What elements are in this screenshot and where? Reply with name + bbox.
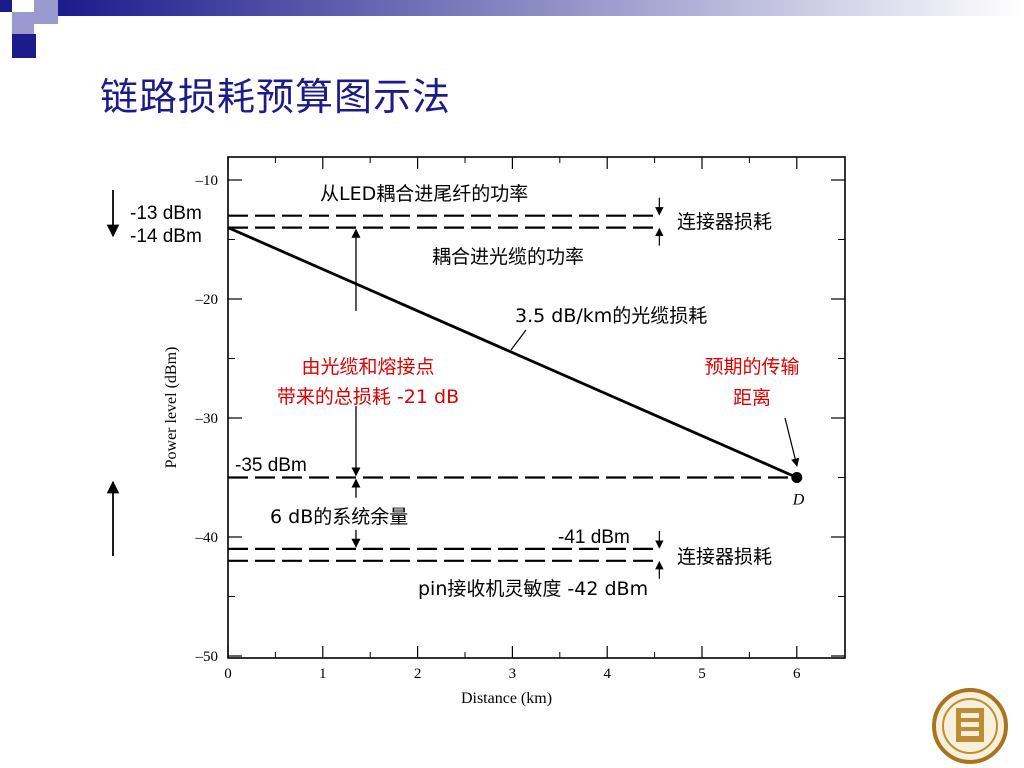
level-minus35-label: -35 dBm xyxy=(235,455,307,476)
y-axis-label: Power level (dBm) xyxy=(163,347,180,469)
level-minus14-label: -14 dBm xyxy=(130,226,202,247)
slide-header-decoration xyxy=(0,0,1024,60)
point-d xyxy=(791,472,803,483)
y-tick-label: –20 xyxy=(195,292,219,308)
receiver-sensitivity-label: pin接收机灵敏度 -42 dBm xyxy=(418,578,648,600)
cable-loss-label: 3.5 dB/km的光缆损耗 xyxy=(515,305,707,327)
connector-loss-bottom-label: 连接器损耗 xyxy=(677,546,772,568)
x-tick-label: 3 xyxy=(509,666,517,682)
x-tick-label: 2 xyxy=(414,666,422,682)
y-tick-label: –40 xyxy=(195,530,219,546)
header-square xyxy=(34,0,58,24)
expected-distance-label-line2: 距离 xyxy=(733,387,771,409)
header-square xyxy=(12,12,34,34)
y-tick-label: –10 xyxy=(195,173,219,189)
header-square xyxy=(12,34,36,58)
level-minus13-label: -13 dBm xyxy=(130,203,202,224)
expected-distance-label-line1: 预期的传输 xyxy=(704,356,799,378)
slide-title: 链路损耗预算图示法 xyxy=(100,75,452,119)
point-d-label: D xyxy=(792,492,805,509)
x-tick-label: 1 xyxy=(319,666,327,682)
cable-loss-leader xyxy=(510,329,527,351)
header-gradient-bar xyxy=(58,0,1024,16)
university-seal-logo xyxy=(932,688,1008,764)
x-tick-label: 6 xyxy=(793,666,801,682)
expected-distance-arrow xyxy=(784,417,800,467)
plot-frame xyxy=(227,156,846,659)
header-squares xyxy=(0,0,1024,58)
cable-power-label: 耦合进光缆的功率 xyxy=(432,246,584,268)
total-loss-label-line2: 带来的总损耗 -21 dB xyxy=(277,386,459,408)
header-square xyxy=(0,0,12,12)
connector-loss-top-label: 连接器损耗 xyxy=(677,211,772,233)
system-margin-label: 6 dB的系统余量 xyxy=(270,506,408,528)
x-tick-label: 5 xyxy=(698,666,706,682)
y-tick-label: –50 xyxy=(195,649,219,665)
led-power-label: 从LED耦合进尾纤的功率 xyxy=(320,183,528,205)
x-axis-label: Distance (km) xyxy=(461,690,552,707)
cable-loss-line xyxy=(227,226,798,479)
x-tick-label: 0 xyxy=(224,666,232,682)
y-tick-label: –30 xyxy=(195,411,219,427)
x-tick-label: 4 xyxy=(603,666,611,682)
level-minus41-label: -41 dBm xyxy=(558,527,630,548)
total-loss-label-line1: 由光缆和熔接点 xyxy=(301,356,434,378)
